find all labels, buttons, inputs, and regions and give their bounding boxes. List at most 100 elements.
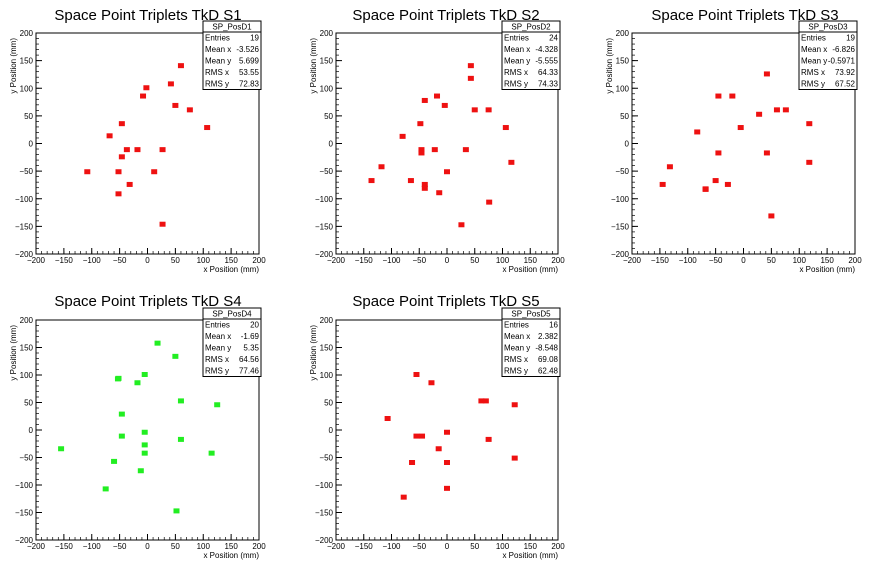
y-tick-label: 200 [320, 29, 334, 38]
data-point [482, 398, 489, 404]
data-point [111, 458, 118, 464]
stats-value: 73.92 [835, 68, 856, 77]
y-tick-label: 100 [320, 371, 334, 380]
stats-value: 62.48 [538, 367, 559, 376]
x-tick-label: 50 [767, 256, 776, 265]
stats-value: 69.08 [538, 355, 559, 364]
stats-value: -5.555 [535, 57, 558, 66]
x-tick-label: 0 [445, 256, 450, 265]
data-point [659, 181, 666, 187]
y-tick-label: 0 [625, 140, 630, 149]
data-point [431, 147, 438, 153]
plot-title: Space Point Triplets TkD S2 [352, 7, 539, 24]
stats-box: SP_PosD1 Entries 19 Mean x -3.526 Mean y 5.699… [202, 20, 262, 90]
x-tick-label: −150 [355, 256, 374, 265]
x-tick-label: −100 [83, 256, 102, 265]
y-tick-label: −100 [611, 195, 630, 204]
y-tick-label: 200 [320, 316, 334, 325]
data-point [134, 380, 141, 386]
data-point [712, 178, 719, 184]
data-point [756, 111, 763, 117]
stats-box: SP_PosD3 Entries 19 Mean x -6.826 Mean y -0.59… [798, 20, 858, 90]
data-point [782, 107, 789, 113]
y-tick-label: 100 [20, 84, 34, 93]
x-tick-label: −150 [355, 542, 374, 551]
data-point [737, 125, 744, 131]
x-tick-label: 150 [224, 542, 238, 551]
data-point [666, 164, 673, 170]
stats-label: Mean x [504, 45, 530, 54]
stats-label: RMS x [504, 355, 528, 364]
y-tick-label: −50 [319, 167, 333, 176]
stats-label: RMS y [801, 80, 825, 89]
data-point [173, 508, 180, 514]
data-point [441, 102, 448, 108]
x-tick-label: 100 [197, 256, 211, 265]
data-point [773, 107, 780, 113]
data-point [102, 486, 109, 492]
data-point [177, 436, 184, 442]
x-tick-label: 0 [145, 542, 150, 551]
data-point [428, 380, 435, 386]
data-point [58, 446, 65, 452]
y-tick-label: −200 [611, 250, 630, 259]
data-point [418, 147, 425, 153]
stats-value: -8.548 [535, 344, 558, 353]
y-tick-label: 100 [616, 84, 630, 93]
stats-value: 64.56 [239, 355, 260, 364]
y-tick-label: 50 [24, 112, 33, 121]
x-tick-label: −100 [382, 256, 401, 265]
data-point [177, 63, 184, 69]
data-point [417, 121, 424, 127]
data-point [413, 372, 420, 377]
data-point [768, 213, 775, 219]
x-tick-label: −200 [327, 256, 346, 265]
x-tick-label: 0 [145, 256, 150, 265]
x-tick-label: −100 [679, 256, 698, 265]
x-tick-label: 50 [171, 542, 180, 551]
y-tick-label: 150 [20, 57, 34, 66]
data-point [159, 147, 166, 153]
y-tick-label: −150 [15, 222, 34, 231]
y-tick-label: 0 [29, 426, 34, 435]
x-axis-label: x Position (mm) [203, 551, 259, 560]
data-point [118, 433, 125, 439]
y-tick-label: −200 [15, 536, 34, 545]
stats-name: SP_PosD2 [511, 23, 551, 32]
stats-value: 5.35 [243, 344, 259, 353]
x-tick-label: −150 [651, 256, 670, 265]
stats-label: RMS x [205, 68, 229, 77]
y-tick-label: −150 [315, 222, 334, 231]
stats-label: RMS y [205, 80, 229, 89]
data-point [478, 398, 485, 404]
data-point [407, 178, 414, 184]
stats-label: Mean x [801, 45, 827, 54]
data-point [444, 429, 450, 435]
data-point [694, 129, 701, 135]
data-point [141, 372, 148, 377]
x-tick-label: −50 [412, 542, 426, 551]
data-point [123, 147, 130, 153]
y-tick-label: −200 [315, 536, 334, 545]
data-point [141, 429, 148, 435]
x-tick-label: 50 [470, 256, 479, 265]
data-point [106, 133, 113, 139]
data-point [471, 107, 478, 113]
data-point [436, 190, 443, 196]
plot-title: Space Point Triplets TkD S1 [54, 7, 241, 24]
plot-panel-2: Space Point Triplets TkD S2−200−200−150−… [309, 7, 565, 274]
y-tick-label: 50 [24, 399, 33, 408]
plot-panel-1: Space Point Triplets TkD S1−200−200−150−… [9, 7, 266, 274]
data-point [763, 71, 770, 77]
data-point [204, 125, 211, 131]
data-point [384, 416, 391, 421]
data-point [715, 150, 722, 156]
stats-value: 2.382 [538, 332, 559, 341]
x-tick-label: 100 [496, 256, 510, 265]
stats-value: 19 [846, 34, 855, 43]
x-axis-label: x Position (mm) [799, 265, 855, 274]
stats-value: 77.46 [239, 367, 260, 376]
x-tick-label: −100 [382, 542, 401, 551]
y-tick-label: −50 [319, 454, 333, 463]
plot-panel-3: Space Point Triplets TkD S3−200−200−150−… [605, 7, 862, 274]
